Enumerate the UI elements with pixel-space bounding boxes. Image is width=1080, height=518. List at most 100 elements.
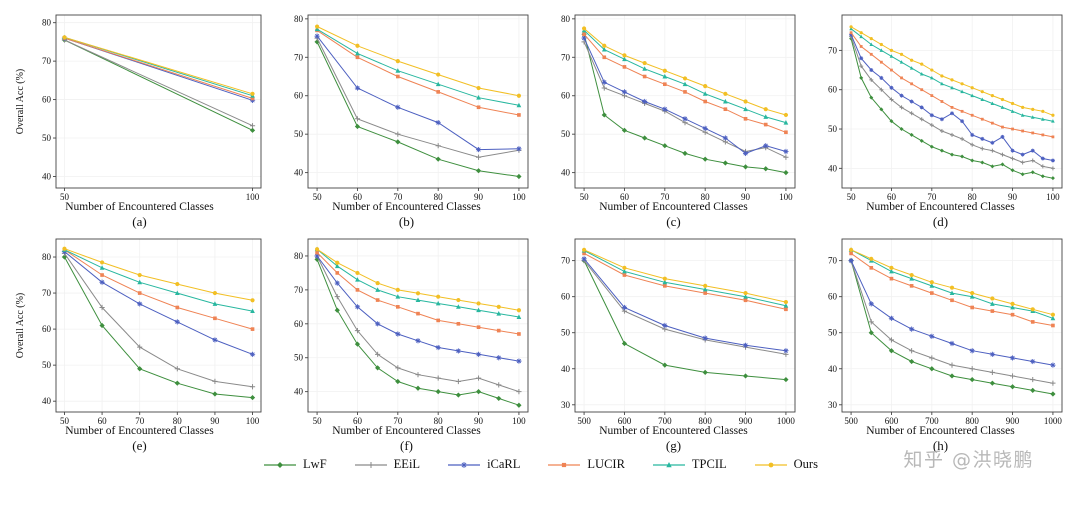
chart-panel-f: 50 60 70 80 90 100 40 50 60 70 80 Number of Encoun… (277, 230, 536, 454)
chart-f-caption: (f) (400, 438, 413, 453)
legend-item-eeil: EEiL (353, 457, 420, 472)
svg-text:90: 90 (474, 416, 484, 426)
svg-text:80: 80 (294, 14, 304, 24)
legend-label-lwf: LwF (303, 457, 327, 471)
chart-d-xlabel: Number of Encountered Classes (866, 201, 1015, 213)
watermark: 知乎 @洪晓鹏 (903, 449, 1034, 471)
svg-text:900: 900 (1005, 416, 1019, 426)
legend-label-icarl: iCaRL (487, 457, 521, 471)
svg-text:50: 50 (579, 192, 589, 202)
svg-text:90: 90 (1008, 192, 1018, 202)
chart-panel-b: 50 60 70 80 90 100 40 50 60 70 80 Number of Encoun… (277, 6, 536, 230)
legend-item-lucir: LUCIR (546, 457, 625, 472)
svg-text:100: 100 (512, 416, 526, 426)
legend-label-tpcil: TPCIL (691, 457, 727, 471)
svg-text:40: 40 (561, 168, 571, 178)
svg-text:Overall Acc (%): Overall Acc (%) (15, 69, 26, 135)
svg-text:600: 600 (884, 416, 898, 426)
svg-text:60: 60 (619, 192, 629, 202)
legend-label-eeil: EEiL (393, 457, 421, 471)
svg-text:50: 50 (59, 416, 69, 426)
svg-text:700: 700 (925, 416, 939, 426)
legend-item-icarl: iCaRL (446, 457, 520, 472)
legend-item-ours: Ours (753, 457, 818, 472)
svg-text:700: 700 (658, 416, 672, 426)
svg-text:70: 70 (42, 288, 52, 298)
svg-text:100: 100 (512, 192, 526, 202)
svg-text:100: 100 (1046, 192, 1060, 202)
svg-text:50: 50 (312, 192, 322, 202)
lwf-marker-icon (264, 461, 297, 468)
svg-text:40: 40 (828, 163, 838, 173)
svg-text:40: 40 (42, 171, 52, 181)
chart-f-xlabel: Number of Encountered Classes (332, 425, 481, 437)
svg-text:60: 60 (828, 85, 838, 95)
svg-text:60: 60 (561, 292, 571, 302)
svg-text:100: 100 (245, 192, 259, 202)
svg-text:80: 80 (700, 192, 710, 202)
svg-text:800: 800 (698, 416, 712, 426)
svg-text:50: 50 (846, 192, 856, 202)
chart-c-canvas: 50 60 70 80 90 100 40 50 60 70 80 (561, 14, 795, 202)
chart-a-xlabel: Number of Encountered Classes (65, 201, 214, 213)
chart-panel-e: 50 60 70 80 90 100 40 50 60 70 80 Overall Acc (%) N… (10, 230, 269, 454)
svg-text:50: 50 (59, 192, 69, 202)
svg-text:40: 40 (42, 396, 52, 406)
chart-panel-a: 50 100 40 50 60 70 80 Overall Acc (%) Number of… (10, 6, 269, 230)
chart-g-xlabel: Number of Encountered Classes (599, 425, 748, 437)
svg-text:40: 40 (294, 168, 304, 178)
chart-f-canvas: 50 60 70 80 90 100 40 50 60 70 80 (294, 238, 528, 426)
chart-c-xlabel: Number of Encountered Classes (599, 201, 748, 213)
svg-text:60: 60 (352, 192, 362, 202)
chart-b-canvas: 50 60 70 80 90 100 40 50 60 70 80 (294, 14, 528, 202)
svg-text:Overall Acc (%): Overall Acc (%) (15, 293, 26, 359)
svg-text:70: 70 (294, 285, 304, 295)
svg-text:50: 50 (42, 133, 52, 143)
svg-text:70: 70 (393, 192, 403, 202)
svg-text:600: 600 (617, 416, 631, 426)
svg-text:100: 100 (245, 416, 259, 426)
chart-d-canvas: 50 60 70 80 90 100 40 50 60 70 (828, 14, 1062, 202)
legend: LwF EEiL iCaRL LUCIR TPCIL Ours (0, 457, 1080, 472)
chart-panel-d: 50 60 70 80 90 100 40 50 60 70 Number of Encounte… (811, 6, 1070, 230)
svg-text:1000: 1000 (776, 416, 795, 426)
svg-text:50: 50 (828, 328, 838, 338)
svg-text:90: 90 (210, 416, 220, 426)
chart-h-xlabel: Number of Encountered Classes (866, 425, 1015, 437)
chart-panel-h: 500 600 700 800 900 1000 30 40 50 60 70 Number of … (811, 230, 1070, 454)
svg-text:30: 30 (828, 400, 838, 410)
svg-text:60: 60 (97, 416, 107, 426)
svg-text:70: 70 (828, 45, 838, 55)
svg-text:60: 60 (42, 95, 52, 105)
svg-text:80: 80 (967, 192, 977, 202)
svg-text:80: 80 (561, 14, 571, 24)
chart-d-caption: (d) (932, 214, 949, 229)
svg-text:70: 70 (561, 52, 571, 62)
chart-e-caption: (e) (132, 438, 147, 453)
svg-text:60: 60 (42, 324, 52, 334)
svg-text:800: 800 (965, 416, 979, 426)
svg-text:50: 50 (294, 129, 304, 139)
chart-c-caption: (c) (666, 214, 681, 229)
legend-label-ours: Ours (793, 457, 818, 471)
svg-text:60: 60 (828, 292, 838, 302)
svg-text:50: 50 (561, 328, 571, 338)
svg-text:500: 500 (844, 416, 858, 426)
tpcil-marker-icon (652, 461, 685, 467)
svg-text:80: 80 (42, 18, 52, 28)
svg-text:90: 90 (741, 192, 751, 202)
chart-panel-c: 50 60 70 80 90 100 40 50 60 70 80 Number of Encoun… (544, 6, 803, 230)
svg-text:60: 60 (294, 319, 304, 329)
svg-text:40: 40 (561, 364, 571, 374)
chart-a-canvas: 50 100 40 50 60 70 80 Overall Acc (%) (15, 14, 261, 202)
svg-text:50: 50 (561, 129, 571, 139)
svg-text:500: 500 (577, 416, 591, 426)
svg-text:70: 70 (393, 416, 403, 426)
svg-text:50: 50 (42, 360, 52, 370)
chart-grid: 50 100 40 50 60 70 80 Overall Acc (%) Number of… (10, 6, 1070, 454)
svg-text:70: 70 (927, 192, 937, 202)
chart-b-caption: (b) (398, 214, 415, 229)
svg-text:1000: 1000 (1043, 416, 1062, 426)
svg-text:70: 70 (828, 256, 838, 266)
